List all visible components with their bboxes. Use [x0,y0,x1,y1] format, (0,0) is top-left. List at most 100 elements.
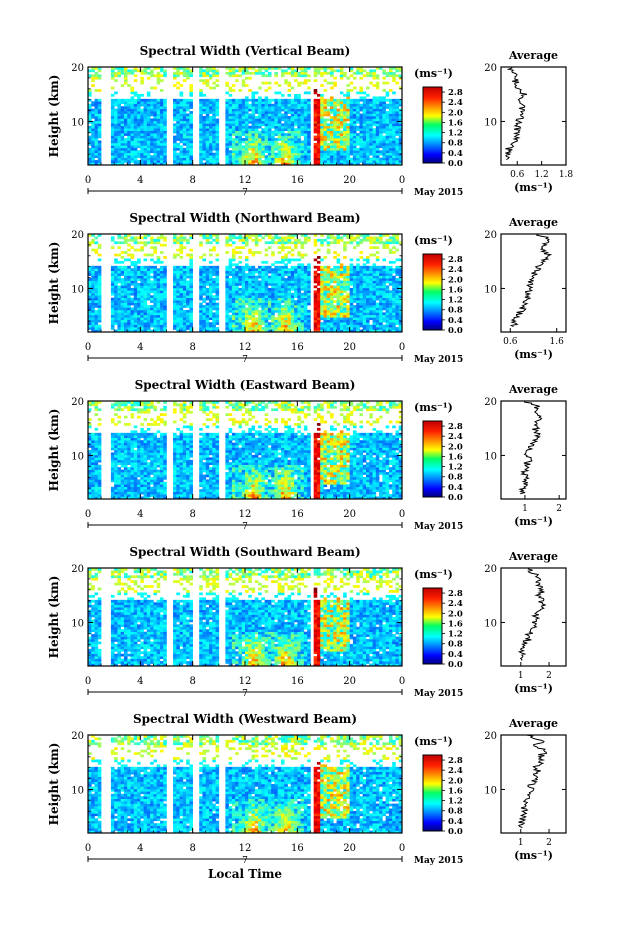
colorbar-unit: (ms⁻¹) [414,234,453,247]
colorbar-tick-label: 0.0 [448,326,463,336]
x-axis-label: Local Time [208,867,282,881]
y-axis-label: Height (km) [47,576,61,659]
heatmap [88,568,403,667]
colorbar-tick-label: 2.4 [448,432,463,442]
y-axis-label: Height (km) [47,743,61,826]
colorbar-tick-label: 2.8 [448,88,463,98]
date-label: May 2015 [414,689,463,699]
colorbar-tick-label: 2.4 [448,599,463,609]
y-tick-label: 20 [71,564,84,575]
colorbar-tick-label: 0.4 [448,483,463,493]
colorbar-tick-label: 1.2 [448,129,463,139]
average-x-tick-label: 0.6 [503,337,518,347]
average-y-tick-label: 20 [484,230,497,241]
x-tick-label: 0 [399,676,405,687]
average-y-tick-label: 20 [484,731,497,742]
chart-panel-3: Spectral Width (Eastward Beam) Height (km… [47,378,567,532]
day-label: 7 [242,856,248,866]
colorbar-tick-label: 2.8 [448,422,463,432]
colorbar-tick-label: 2.4 [448,98,463,108]
colorbar-tick-label: 2.4 [448,265,463,275]
colorbar-tick-label: 1.2 [448,463,463,473]
x-tick-label: 16 [291,676,304,687]
average-x-tick-label: 1 [522,504,528,514]
average-profile-line [518,400,543,495]
x-tick-label: 20 [343,175,356,186]
x-tick-label: 16 [291,843,304,854]
average-frame [500,400,567,500]
average-profile-line [505,66,528,161]
x-tick-label: 0 [399,509,405,520]
x-tick-label: 12 [239,175,252,186]
colorbar-tick-label: 2.0 [448,442,463,452]
colorbar-tick-label: 1.6 [448,285,463,295]
average-y-tick-label: 10 [484,785,497,796]
x-tick-label: 4 [137,509,143,520]
average-frame [500,567,567,667]
x-tick-label: 0 [399,342,405,353]
x-tick-label: 16 [291,509,304,520]
colorbar-tick-label: 2.0 [448,108,463,118]
x-tick-label: 12 [239,509,252,520]
y-tick-label: 10 [71,785,84,796]
x-tick-label: 4 [137,175,143,186]
average-y-tick-label: 10 [484,117,497,128]
average-profile-line [509,233,553,328]
average-x-tick-label: 1.8 [559,170,574,180]
date-label: May 2015 [414,355,463,365]
colorbar-tick-label: 0.0 [448,827,463,837]
y-tick-label: 10 [71,451,84,462]
x-tick-label: 4 [137,843,143,854]
x-tick-label: 0 [85,843,91,854]
colorbar-tick-label: 1.6 [448,118,463,128]
average-title: Average [508,49,558,62]
panel-title: Spectral Width (Vertical Beam) [140,44,351,58]
day-label: 7 [242,188,248,198]
average-x-label: (ms⁻¹) [514,181,553,194]
colorbar-tick-label: 1.6 [448,452,463,462]
date-label: May 2015 [414,188,463,198]
panel-title: Spectral Width (Eastward Beam) [135,378,356,392]
colorbar [422,420,443,498]
colorbar-tick-label: 0.4 [448,650,463,660]
y-tick-label: 20 [71,63,84,74]
x-tick-label: 16 [291,175,304,186]
day-label: 7 [242,689,248,699]
colorbar-tick-label: 0.8 [448,139,463,149]
average-x-label: (ms⁻¹) [514,348,553,361]
x-tick-label: 20 [343,342,356,353]
average-x-tick-label: 1.6 [550,337,565,347]
average-x-tick-label: 2 [556,504,562,514]
average-y-tick-label: 20 [484,564,497,575]
chart-panel-1: Spectral Width (Vertical Beam) Height (km… [47,44,573,198]
average-x-tick-label: 2 [546,838,552,848]
y-tick-label: 20 [71,397,84,408]
average-y-tick-label: 10 [484,618,497,629]
colorbar-tick-label: 0.0 [448,660,463,670]
x-tick-label: 8 [189,175,195,186]
panel-title: Spectral Width (Northward Beam) [129,211,360,225]
y-axis-label: Height (km) [47,409,61,492]
x-tick-label: 12 [239,843,252,854]
colorbar-tick-label: 1.6 [448,786,463,796]
y-tick-label: 10 [71,284,84,295]
average-title: Average [508,383,558,396]
colorbar-tick-label: 0.8 [448,640,463,650]
y-axis-label: Height (km) [47,242,61,325]
colorbar-tick-label: 0.8 [448,807,463,817]
average-title: Average [508,550,558,563]
average-x-label: (ms⁻¹) [514,849,553,862]
average-x-tick-label: 2 [546,671,552,681]
x-tick-label: 0 [85,342,91,353]
x-tick-label: 0 [85,676,91,687]
average-x-label: (ms⁻¹) [514,682,553,695]
date-label: May 2015 [414,522,463,532]
average-title: Average [508,216,558,229]
colorbar [422,587,443,665]
chart-panel-4: Spectral Width (Southward Beam) Height (k… [47,545,567,699]
average-x-tick-label: 1.2 [534,170,548,180]
colorbar [422,86,443,164]
x-tick-label: 12 [239,676,252,687]
y-axis-label: Height (km) [47,75,61,158]
